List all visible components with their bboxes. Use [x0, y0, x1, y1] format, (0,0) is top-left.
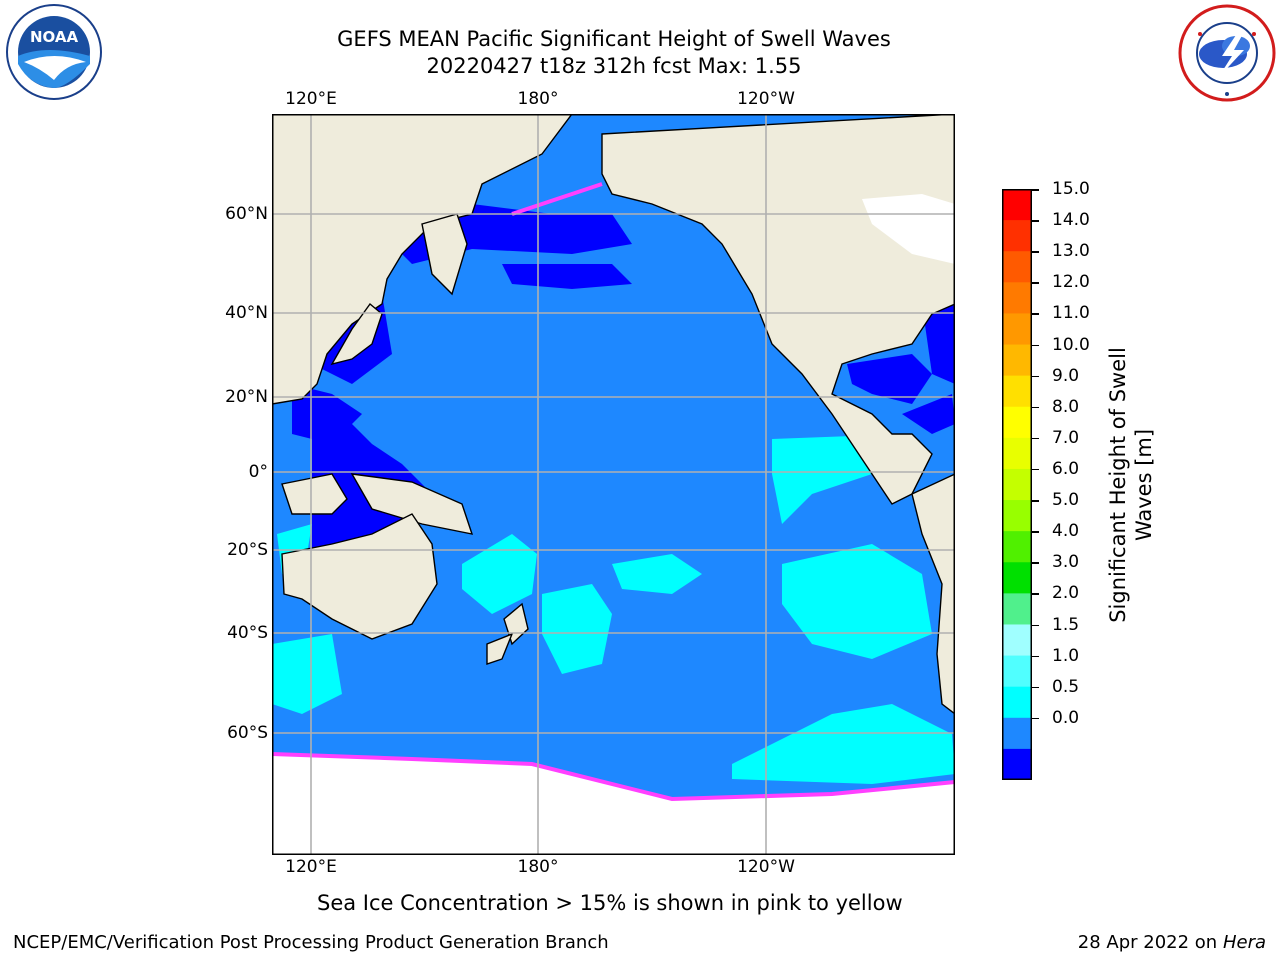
- colorbar-tick-mark: [1032, 624, 1039, 626]
- footer-date: 28 Apr 2022 on Hera: [1078, 932, 1266, 953]
- colorbar-bin: [1002, 562, 1032, 594]
- colorbar-bin: [1002, 282, 1032, 314]
- footer-branch: NCEP/EMC/Verification Post Processing Pr…: [13, 932, 609, 953]
- colorbar-bin: [1002, 593, 1032, 625]
- colorbar-tick-label: 15.0: [1052, 179, 1090, 199]
- lat-label-60n: 60°N: [225, 204, 268, 224]
- colorbar-tick-label: 0.5: [1052, 676, 1080, 697]
- colorbar-tick-label: 8.0: [1052, 396, 1080, 417]
- colorbar-tick-mark: [1032, 406, 1039, 409]
- colorbar-tick-mark: [1032, 220, 1039, 222]
- colorbar-tick-mark: [1032, 344, 1039, 346]
- colorbar-tick-label: 12.0: [1052, 272, 1090, 293]
- map-panel: [271, 113, 956, 856]
- lat-label-40n: 40°N: [225, 303, 268, 323]
- nws-logo: [1178, 4, 1276, 102]
- colorbar-bin: [1002, 220, 1032, 252]
- colorbar-tick-label: 2.0: [1052, 583, 1080, 604]
- colorbar-bin: [1002, 717, 1032, 750]
- graticule: [272, 114, 955, 855]
- colorbar-tick-mark: [1032, 717, 1039, 720]
- colorbar-tick-mark: [1032, 500, 1039, 502]
- map-svg: [271, 113, 956, 856]
- colorbar-bin: [1002, 686, 1032, 719]
- lat-label-20n: 20°N: [225, 387, 268, 407]
- colorbar-label: Significant Height of Swell Waves [m]: [1105, 347, 1157, 623]
- colorbar-bin: [1002, 251, 1032, 283]
- colorbar-bin: [1002, 344, 1032, 377]
- colorbar-tick-mark: [1032, 282, 1039, 284]
- footer-host: Hera: [1222, 932, 1266, 953]
- map-frame: [272, 114, 955, 855]
- colorbar-tick-mark: [1032, 375, 1039, 378]
- colorbar-tick-label: 5.0: [1052, 490, 1080, 511]
- colorbar-bin: [1002, 500, 1032, 532]
- colorbar-bin: [1002, 406, 1032, 439]
- lat-label-20s: 20°S: [227, 540, 268, 560]
- colorbar-tick-label: 7.0: [1052, 427, 1080, 448]
- colorbar-bin: [1002, 531, 1032, 563]
- colorbar-tick-mark: [1032, 468, 1039, 471]
- colorbar-bin: [1002, 189, 1032, 221]
- colorbar-tick-label: 3.0: [1052, 552, 1080, 573]
- colorbar-tick-label: 9.0: [1052, 365, 1080, 386]
- noaa-logo: NOAA: [6, 4, 102, 100]
- colorbar-tick-label: 1.0: [1052, 645, 1080, 666]
- colorbar-bin: [1002, 313, 1032, 346]
- colorbar-tick-label: 1.5: [1052, 614, 1080, 635]
- colorbar-tick-mark: [1032, 686, 1039, 689]
- colorbar-tick-label: 14.0: [1052, 210, 1090, 231]
- colorbar-bin: [1002, 437, 1032, 470]
- lon-label-bottom-120e: 120°E: [285, 857, 337, 877]
- lat-label-60s: 60°S: [227, 723, 268, 743]
- lon-label-bottom-180: 180°: [517, 857, 559, 877]
- sea-ice-regions: [272, 194, 955, 855]
- moderate-swell-regions: [272, 436, 955, 784]
- colorbar-label-line2: Waves [m]: [1132, 428, 1156, 542]
- lat-label-40s: 40°S: [227, 623, 268, 643]
- colorbar-tick-mark: [1032, 655, 1039, 658]
- colorbar-tick-label: 13.0: [1052, 241, 1090, 262]
- colorbar-label-line1: Significant Height of Swell: [1106, 347, 1130, 623]
- sea-ice-caption: Sea Ice Concentration > 15% is shown in …: [317, 891, 903, 915]
- colorbar-bin: [1002, 624, 1032, 657]
- colorbar-bin: [1002, 748, 1032, 781]
- colorbar-bin: [1002, 468, 1032, 501]
- colorbar-tick-mark: [1032, 313, 1039, 315]
- lon-label-top-120w: 120°W: [737, 89, 795, 109]
- sea-ice-edge: [271, 182, 956, 802]
- colorbar-bin: [1002, 375, 1032, 408]
- footer-date-text: 28 Apr 2022 on: [1077, 932, 1223, 953]
- colorbar-tick-mark: [1032, 593, 1039, 595]
- noaa-logo-text: NOAA: [30, 28, 79, 46]
- colorbar-tick-mark: [1032, 189, 1039, 191]
- colorbar-tick-label: 0.0: [1052, 707, 1080, 728]
- lon-label-top-180: 180°: [517, 89, 559, 109]
- colorbar-tick-label: 11.0: [1052, 303, 1090, 324]
- colorbar-tick-label: 6.0: [1052, 458, 1080, 479]
- colorbar-tick-label: 4.0: [1052, 521, 1080, 542]
- colorbar-tick-label: 10.0: [1052, 334, 1090, 355]
- colorbar-svg: [1002, 189, 1032, 781]
- map-subtitle: 20220427 t18z 312h fcst Max: 1.55: [426, 54, 802, 78]
- colorbar-tick-mark: [1032, 437, 1039, 440]
- map-title: GEFS MEAN Pacific Significant Height of …: [337, 27, 891, 51]
- lon-label-top-120e: 120°E: [285, 89, 337, 109]
- lon-label-bottom-120w: 120°W: [737, 857, 795, 877]
- colorbar: [1002, 189, 1032, 781]
- colorbar-bin: [1002, 655, 1032, 688]
- colorbar-tick-mark: [1032, 251, 1039, 253]
- lat-label-0: 0°: [248, 462, 268, 482]
- colorbar-tick-mark: [1032, 531, 1039, 533]
- colorbar-tick-mark: [1032, 562, 1039, 564]
- colorbar-frame: [1002, 189, 1032, 780]
